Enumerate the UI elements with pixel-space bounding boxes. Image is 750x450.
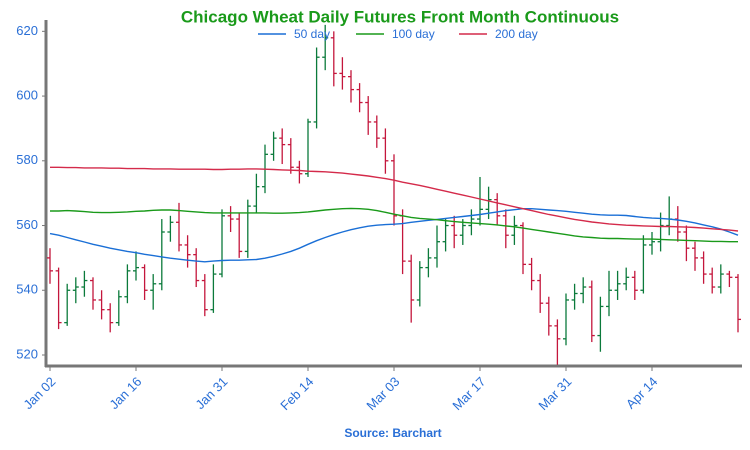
y-tick-label: 580 bbox=[16, 152, 38, 167]
source: Source: Barchart bbox=[344, 426, 441, 440]
moving-average-line bbox=[49, 208, 739, 263]
x-tick-label: Mar 03 bbox=[363, 374, 402, 413]
x-tick-label: Jan 31 bbox=[192, 374, 230, 412]
x-tick-label: Jan 16 bbox=[106, 374, 144, 412]
y-tick-label: 540 bbox=[16, 282, 38, 297]
legend-label: 50 day bbox=[294, 27, 330, 41]
y-tick-label: 560 bbox=[16, 217, 38, 232]
x-tick-label: Apr 14 bbox=[623, 374, 661, 412]
chart-title: Chicago Wheat Daily Futures Front Month … bbox=[181, 7, 619, 26]
legend-label: 100 day bbox=[392, 27, 435, 41]
moving-average-line bbox=[50, 166, 739, 232]
y-tick-label: 620 bbox=[16, 23, 38, 38]
moving-average-line bbox=[50, 207, 738, 243]
y-tick-label: 520 bbox=[16, 346, 38, 361]
x-tick-label: Feb 14 bbox=[277, 374, 316, 413]
legend-label: 200 day bbox=[495, 27, 538, 41]
x-tick-label: Jan 02 bbox=[20, 374, 58, 412]
x-tick-label: Mar 31 bbox=[535, 374, 574, 413]
y-tick-label: 600 bbox=[16, 87, 38, 102]
x-tick-label: Mar 17 bbox=[449, 374, 488, 413]
